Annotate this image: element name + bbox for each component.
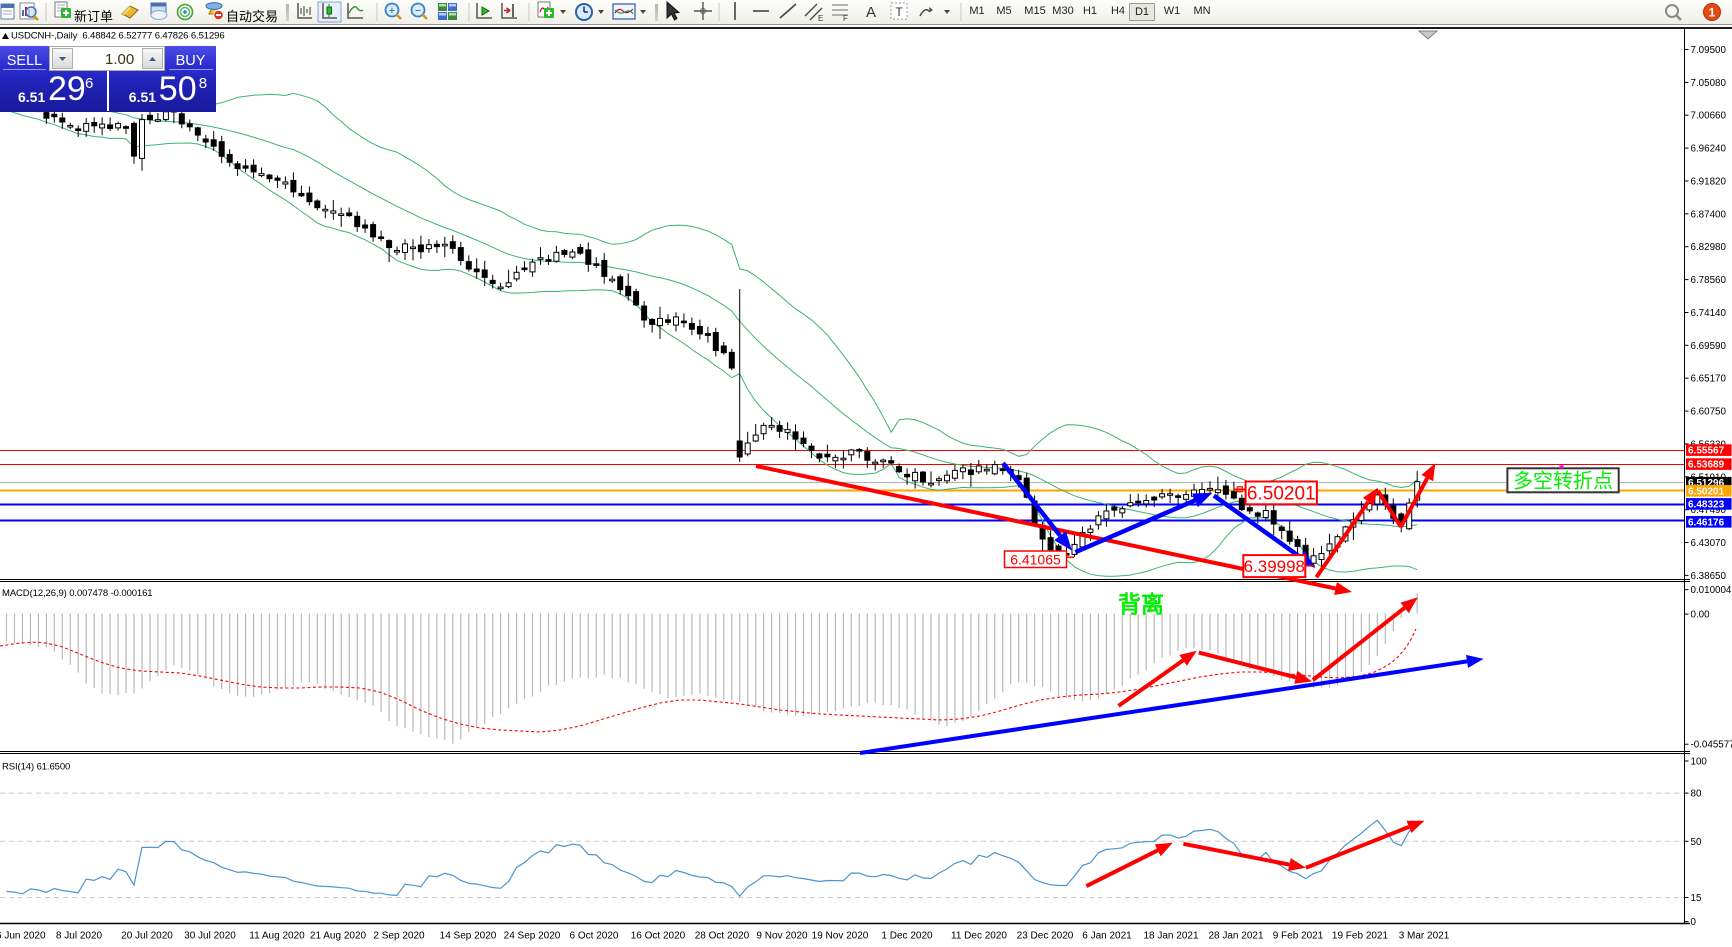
svg-text:50: 50 — [1691, 837, 1702, 848]
svg-text:2 Sep 2020: 2 Sep 2020 — [373, 931, 425, 942]
svg-text:23 Dec 2020: 23 Dec 2020 — [1017, 931, 1074, 942]
svg-text:3 Mar 2021: 3 Mar 2021 — [1399, 931, 1450, 942]
svg-text:14 Sep 2020: 14 Sep 2020 — [440, 931, 497, 942]
svg-text:7.00660: 7.00660 — [1691, 111, 1727, 122]
svg-text:21 Aug 2020: 21 Aug 2020 — [310, 931, 367, 942]
svg-text:A: A — [866, 4, 876, 21]
svg-text:RSI(14) 61.6500: RSI(14) 61.6500 — [2, 762, 70, 773]
svg-text:1 Dec 2020: 1 Dec 2020 — [881, 931, 933, 942]
svg-text:USDCNH-,Daily 6.48842 6.52777: USDCNH-,Daily 6.48842 6.52777 6.47826 6.… — [11, 31, 225, 42]
svg-text:20 Jul 2020: 20 Jul 2020 — [121, 931, 173, 942]
svg-text:6.50201: 6.50201 — [1688, 486, 1725, 497]
svg-text:6 Jan 2021: 6 Jan 2021 — [1082, 931, 1132, 942]
svg-text:背离: 背离 — [1118, 591, 1164, 617]
svg-text:6.41065: 6.41065 — [1010, 551, 1061, 567]
svg-text:6.74140: 6.74140 — [1691, 308, 1727, 319]
svg-text:6.48323: 6.48323 — [1688, 499, 1725, 510]
svg-text:8 Jul 2020: 8 Jul 2020 — [56, 931, 103, 942]
svg-text:6.51296: 6.51296 — [1688, 478, 1725, 489]
svg-text:0: 0 — [1691, 917, 1697, 928]
svg-text:9 Feb 2021: 9 Feb 2021 — [1273, 931, 1324, 942]
svg-text:6.65170: 6.65170 — [1691, 374, 1727, 385]
svg-text:−: − — [415, 5, 421, 17]
svg-text:18 Jan 2021: 18 Jan 2021 — [1143, 931, 1198, 942]
svg-text:-0.045577: -0.045577 — [1691, 740, 1732, 751]
svg-text:6.47490: 6.47490 — [1691, 505, 1727, 516]
svg-text:E: E — [818, 14, 823, 23]
svg-text:6.96240: 6.96240 — [1691, 144, 1727, 155]
svg-text:MACD(12,26,9) 0.007478 -0.0001: MACD(12,26,9) 0.007478 -0.000161 — [2, 588, 152, 599]
svg-text:T: T — [895, 5, 903, 19]
svg-text:80: 80 — [1691, 789, 1702, 800]
svg-text:28 Oct 2020: 28 Oct 2020 — [695, 931, 750, 942]
svg-text:7.09500: 7.09500 — [1691, 45, 1727, 56]
svg-text:6.87400: 6.87400 — [1691, 209, 1727, 220]
svg-text:6.60750: 6.60750 — [1691, 407, 1727, 418]
svg-text:1: 1 — [1709, 6, 1716, 20]
svg-text:19 Feb 2021: 19 Feb 2021 — [1332, 931, 1389, 942]
svg-text:24 Sep 2020: 24 Sep 2020 — [504, 931, 561, 942]
svg-text:0.010004: 0.010004 — [1691, 585, 1732, 596]
svg-text:6.55567: 6.55567 — [1688, 446, 1725, 457]
svg-text:F: F — [843, 14, 848, 23]
svg-text:6.53689: 6.53689 — [1688, 460, 1725, 471]
svg-text:6.39998: 6.39998 — [1244, 557, 1305, 576]
svg-text:30 Jul 2020: 30 Jul 2020 — [184, 931, 236, 942]
svg-text:6.91820: 6.91820 — [1691, 176, 1727, 187]
svg-text:+: + — [389, 5, 395, 17]
svg-text:多空转折点: 多空转折点 — [1513, 470, 1613, 493]
svg-text:6 Oct 2020: 6 Oct 2020 — [570, 931, 619, 942]
svg-text:19 Nov 2020: 19 Nov 2020 — [812, 931, 869, 942]
svg-text:6.43070: 6.43070 — [1691, 538, 1727, 549]
svg-text:0.00: 0.00 — [1691, 610, 1711, 621]
svg-text:26 Jun 2020: 26 Jun 2020 — [0, 931, 46, 942]
svg-text:11 Dec 2020: 11 Dec 2020 — [951, 931, 1007, 942]
svg-text:15: 15 — [1691, 893, 1702, 904]
svg-text:16 Oct 2020: 16 Oct 2020 — [631, 931, 686, 942]
svg-text:100: 100 — [1691, 757, 1708, 768]
svg-text:6.69590: 6.69590 — [1691, 341, 1727, 352]
svg-text:6.50201: 6.50201 — [1247, 484, 1316, 505]
svg-text:6.38650: 6.38650 — [1691, 571, 1727, 582]
svg-text:6.82980: 6.82980 — [1691, 242, 1727, 253]
svg-text:7.05080: 7.05080 — [1691, 78, 1727, 89]
svg-text:11 Aug 2020: 11 Aug 2020 — [249, 931, 305, 942]
svg-text:6.78560: 6.78560 — [1691, 275, 1727, 286]
svg-text:6.46176: 6.46176 — [1688, 517, 1725, 528]
svg-text:28 Jan 2021: 28 Jan 2021 — [1208, 931, 1263, 942]
svg-text:9 Nov 2020: 9 Nov 2020 — [756, 931, 808, 942]
